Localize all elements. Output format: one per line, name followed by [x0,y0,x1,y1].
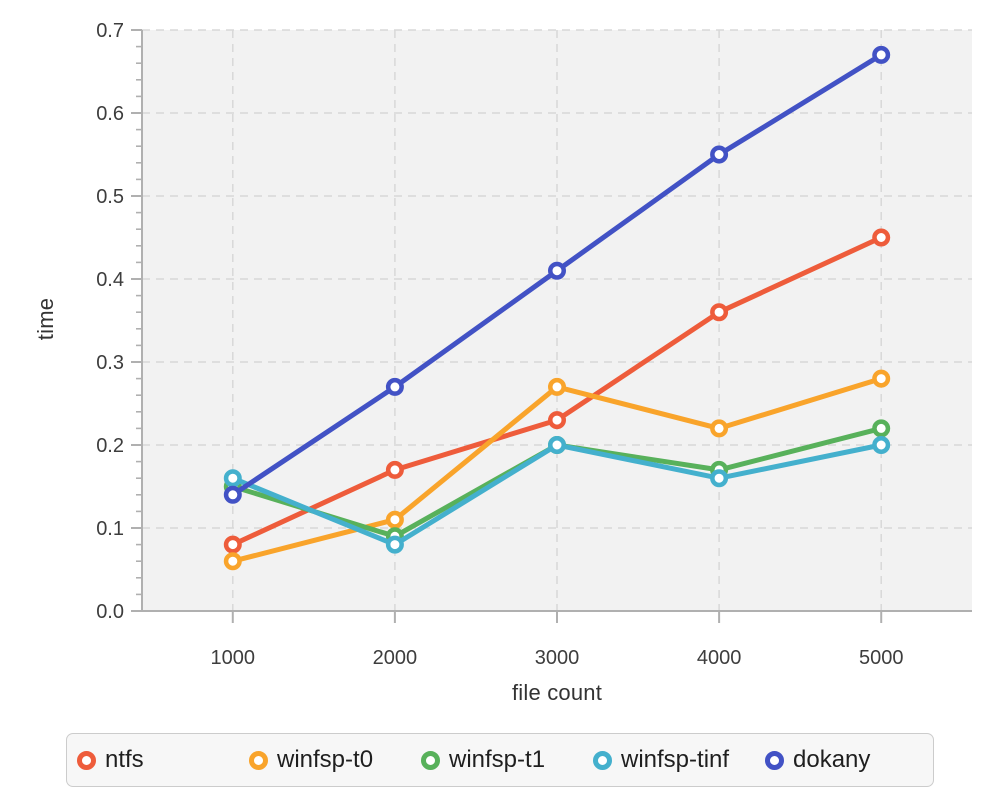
data-point-winfsp-t0 [548,377,566,396]
legend-item-ntfs: ntfs [77,746,249,774]
y-tick-label: 0.2 [96,435,124,457]
data-point-winfsp-t0 [223,552,242,571]
data-point-dokany [710,145,729,164]
data-point-winfsp-tinf [223,469,242,488]
plot-area [142,30,972,611]
data-point-winfsp-t1 [872,419,891,438]
data-point-winfsp-t0 [710,419,729,438]
data-point-winfsp-tinf [872,436,891,454]
legend-marker-icon [421,750,440,770]
y-tick-label: 0.6 [96,103,124,125]
y-tick-label: 0.5 [96,186,124,208]
data-point-dokany [872,45,891,64]
legend-label: winfsp-tinf [621,746,730,773]
legend: ntfs winfsp-t0 winfsp-t1 winfsp-tinf dokany [66,733,934,787]
legend-marker-icon [765,750,784,770]
legend-item-winfsp-t0: winfsp-t0 [249,746,421,774]
data-point-ntfs [385,460,404,479]
legend-item-winfsp-t1: winfsp-t1 [421,746,593,774]
legend-marker-icon [77,750,96,770]
data-point-dokany [385,377,404,396]
data-point-winfsp-tinf [710,469,729,488]
x-tick-label: 3000 [535,647,580,669]
x-tick-label: 4000 [697,647,742,669]
data-point-winfsp-t0 [872,369,891,388]
legend-label: ntfs [105,746,144,773]
data-point-ntfs [710,303,729,322]
legend-item-winfsp-tinf: winfsp-tinf [593,746,765,774]
y-tick-label: 0.0 [96,601,124,623]
data-point-ntfs [548,411,566,430]
legend-label: winfsp-t1 [449,746,546,773]
y-tick-label: 0.4 [96,269,124,291]
legend-label: dokany [793,746,871,773]
data-point-ntfs [223,535,242,554]
y-tick-label: 0.3 [96,352,124,374]
legend-label: winfsp-t0 [277,746,374,773]
y-tick-label: 0.1 [96,518,124,540]
data-point-winfsp-tinf [548,436,566,454]
y-tick-label: 0.7 [96,20,124,42]
legend-marker-icon [249,750,268,770]
y-axis-title: time [33,297,58,341]
data-point-ntfs [872,228,891,247]
x-tick-label: 1000 [211,647,256,669]
x-tick-label: 2000 [373,647,418,669]
line-chart: 0.0 0.1 0.2 0.3 0.4 0.5 0.6 0.7 1000 2000 3000 4000… [96,20,972,669]
data-point-dokany [548,261,566,280]
x-tick-label: 5000 [859,647,904,669]
x-axis-title: file count [511,680,603,705]
data-point-dokany [223,485,242,504]
data-point-winfsp-tinf [385,535,404,554]
legend-marker-icon [593,750,612,770]
data-point-winfsp-t0 [385,510,404,529]
legend-item-dokany: dokany [765,746,870,774]
